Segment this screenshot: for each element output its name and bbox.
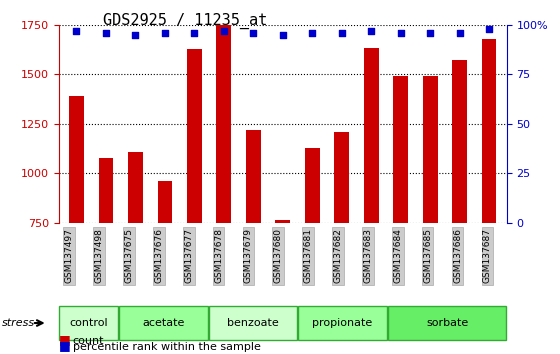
Bar: [69, 96, 84, 223]
Text: GSM137498: GSM137498: [95, 228, 104, 283]
Point: [426, 30, 435, 35]
Text: GSM137680: GSM137680: [274, 228, 283, 283]
Text: GSM137497: GSM137497: [65, 228, 74, 283]
Text: percentile rank within the sample: percentile rank within the sample: [73, 342, 260, 352]
Text: ■: ■: [59, 339, 71, 352]
Text: GSM137683: GSM137683: [363, 228, 372, 283]
Point: [396, 30, 405, 35]
Point: [220, 28, 228, 34]
Point: [72, 28, 81, 34]
Text: GDS2925 / 11235_at: GDS2925 / 11235_at: [102, 12, 267, 29]
Text: GSM137678: GSM137678: [214, 228, 223, 283]
Text: GSM137684: GSM137684: [393, 228, 402, 283]
Text: control: control: [69, 318, 108, 328]
Text: GSM137685: GSM137685: [423, 228, 432, 283]
Bar: [393, 76, 408, 223]
Bar: [217, 25, 231, 223]
Text: benzoate: benzoate: [227, 318, 279, 328]
Text: GSM137687: GSM137687: [483, 228, 492, 283]
Bar: [187, 48, 202, 223]
Bar: [276, 220, 290, 223]
Point: [101, 30, 110, 35]
Text: GSM137676: GSM137676: [155, 228, 164, 283]
Text: sorbate: sorbate: [426, 318, 468, 328]
Point: [308, 30, 317, 35]
Point: [337, 30, 346, 35]
Text: count: count: [73, 336, 104, 346]
Point: [249, 30, 258, 35]
Bar: [99, 158, 113, 223]
Point: [190, 30, 199, 35]
Bar: [452, 61, 467, 223]
Text: acetate: acetate: [142, 318, 185, 328]
Point: [160, 30, 169, 35]
Text: GSM137686: GSM137686: [453, 228, 462, 283]
Text: ■: ■: [59, 333, 71, 346]
Bar: [246, 130, 261, 223]
Bar: [305, 148, 320, 223]
Point: [484, 26, 493, 32]
Text: GSM137682: GSM137682: [334, 228, 343, 283]
Text: GSM137675: GSM137675: [124, 228, 133, 283]
Bar: [334, 132, 349, 223]
Point: [455, 30, 464, 35]
Text: stress: stress: [2, 318, 35, 328]
Point: [367, 28, 376, 34]
Text: GSM137677: GSM137677: [184, 228, 193, 283]
Bar: [423, 76, 437, 223]
Bar: [128, 152, 143, 223]
Point: [278, 32, 287, 38]
Bar: [364, 47, 379, 223]
Text: GSM137681: GSM137681: [304, 228, 312, 283]
Bar: [482, 39, 497, 223]
Text: GSM137679: GSM137679: [244, 228, 253, 283]
Point: [131, 32, 140, 38]
Text: propionate: propionate: [312, 318, 372, 328]
Bar: [157, 181, 172, 223]
